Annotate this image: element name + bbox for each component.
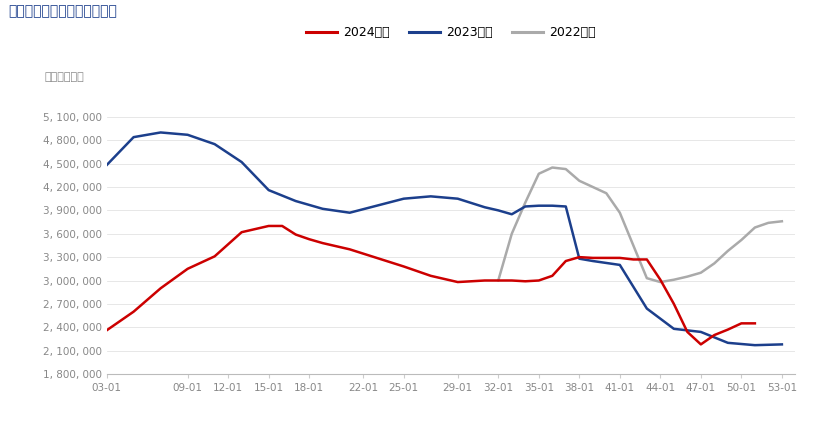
Legend: 2024年度, 2023年度, 2022年度: 2024年度, 2023年度, 2022年度 [301, 21, 600, 44]
2023年度 [183, 132, 192, 137]
2024年度 [102, 328, 111, 333]
2023年度 [210, 142, 219, 147]
2022年度 [573, 178, 583, 183]
2024年度 [452, 280, 462, 285]
Line: 2023年度: 2023年度 [106, 133, 781, 345]
2024年度 [560, 258, 570, 264]
2023年度 [533, 203, 543, 208]
2022年度 [533, 171, 543, 176]
2023年度 [695, 329, 705, 334]
2024年度 [183, 266, 192, 272]
2024年度 [641, 257, 651, 262]
2024年度 [681, 329, 691, 334]
2024年度 [129, 309, 138, 314]
2023年度 [344, 210, 354, 215]
2024年度 [210, 254, 219, 259]
Text: 原木：港口库存：中国（周）: 原木：港口库存：中国（周） [8, 4, 117, 18]
2023年度 [506, 212, 516, 217]
2023年度 [156, 130, 165, 135]
2022年度 [708, 261, 718, 266]
2024年度 [398, 264, 408, 269]
2024年度 [479, 278, 489, 283]
2022年度 [776, 219, 786, 224]
2023年度 [668, 326, 678, 332]
2023年度 [129, 135, 138, 140]
2024年度 [614, 255, 624, 261]
2024年度 [425, 273, 435, 278]
2024年度 [506, 278, 516, 283]
2022年度 [668, 277, 678, 282]
2023年度 [614, 262, 624, 267]
2023年度 [425, 194, 435, 199]
2023年度 [573, 256, 583, 261]
2022年度 [722, 248, 732, 253]
2022年度 [614, 210, 624, 215]
2023年度 [776, 342, 786, 347]
2023年度 [520, 204, 530, 209]
2022年度 [749, 225, 759, 230]
2022年度 [654, 280, 664, 285]
2022年度 [600, 191, 610, 196]
2023年度 [291, 198, 301, 204]
2024年度 [304, 237, 314, 242]
2022年度 [735, 238, 745, 243]
2022年度 [547, 165, 557, 170]
2024年度 [749, 321, 759, 326]
2022年度 [560, 167, 570, 172]
2022年度 [762, 220, 772, 225]
2024年度 [318, 241, 328, 246]
2022年度 [641, 276, 651, 281]
2024年度 [156, 286, 165, 291]
2023年度 [641, 306, 651, 311]
2023年度 [749, 343, 759, 348]
2024年度 [600, 255, 610, 261]
2022年度 [493, 278, 503, 283]
2024年度 [722, 327, 732, 332]
2023年度 [102, 163, 111, 168]
2022年度 [695, 270, 705, 275]
2023年度 [237, 159, 247, 164]
Line: 2022年度: 2022年度 [498, 167, 781, 282]
2023年度 [264, 187, 274, 193]
2023年度 [493, 208, 503, 213]
2024年度 [344, 247, 354, 252]
2024年度 [668, 301, 678, 306]
2024年度 [627, 257, 637, 262]
2024年度 [573, 255, 583, 260]
2024年度 [654, 277, 664, 282]
2022年度 [681, 274, 691, 279]
2023年度 [722, 340, 732, 346]
2024年度 [371, 255, 381, 261]
Text: 单位：立方米: 单位：立方米 [44, 72, 84, 82]
2023年度 [479, 205, 489, 210]
2024年度 [520, 279, 530, 284]
2024年度 [237, 230, 247, 235]
2023年度 [560, 204, 570, 209]
2022年度 [520, 200, 530, 205]
2024年度 [264, 224, 274, 229]
2023年度 [371, 203, 381, 208]
2023年度 [547, 203, 557, 208]
Line: 2024年度: 2024年度 [106, 226, 754, 344]
2024年度 [291, 232, 301, 237]
2024年度 [533, 278, 543, 283]
2023年度 [398, 196, 408, 201]
2022年度 [627, 243, 637, 248]
2024年度 [695, 342, 705, 347]
2022年度 [506, 231, 516, 236]
2024年度 [277, 224, 287, 229]
2024年度 [735, 321, 745, 326]
2024年度 [493, 278, 503, 283]
2023年度 [318, 206, 328, 211]
2022年度 [587, 184, 597, 190]
2024年度 [547, 273, 557, 278]
2024年度 [708, 332, 718, 337]
2024年度 [587, 255, 597, 261]
2023年度 [452, 196, 462, 201]
2024年度 [466, 279, 476, 284]
2023年度 [587, 258, 597, 264]
